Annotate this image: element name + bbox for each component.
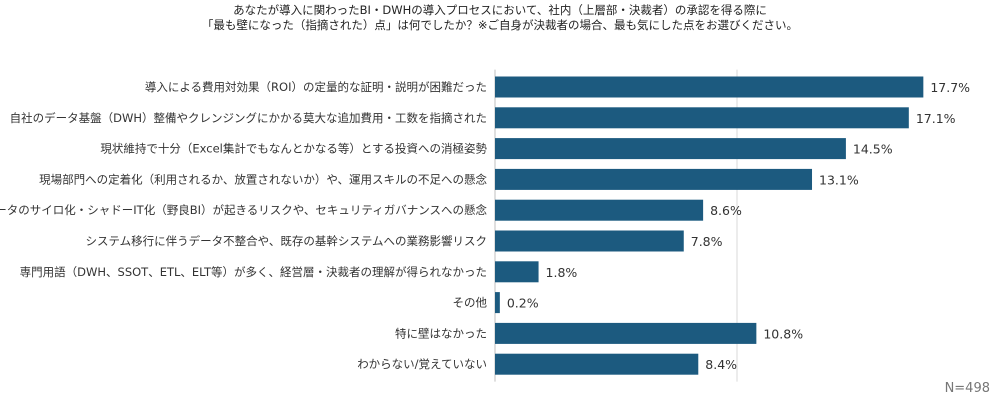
chart-title-line-2: 「最も壁になった（指摘された）点」は何でしたか？※ご自身が決裁者の場合、最も気に… [201, 18, 799, 32]
category-label: システム移行に伴うデータ不整合や、既存の基幹システムへの業務影響リスク [86, 234, 487, 248]
category-label: データのサイロ化・シャドーIT化（野良BI）が起きるリスクや、セキュリティガバナ… [0, 203, 487, 217]
category-label: 専門用語（DWH、SSOT、ETL、ELT等）が多く、経営層・決裁者の理解が得ら… [20, 265, 487, 279]
bar [495, 230, 684, 252]
category-label: 特に壁はなかった [395, 326, 487, 340]
bar [495, 76, 924, 98]
chart-title: あなたが導入に関わったBI・DWHの導入プロセスにおいて、社内（上層部・決裁者）… [0, 3, 1000, 33]
bar [495, 353, 699, 375]
bar [495, 138, 846, 160]
bar [495, 261, 539, 283]
data-label: 13.1% [819, 172, 859, 187]
bar [495, 199, 704, 221]
category-label: わからない/覚えていない [357, 357, 487, 371]
sample-size-label: N=498 [944, 381, 990, 396]
chart-title-line-1: あなたが導入に関わったBI・DWHの導入プロセスにおいて、社内（上層部・決裁者）… [233, 3, 767, 17]
data-label: 7.8% [691, 234, 723, 249]
bar [495, 168, 813, 190]
bar [495, 322, 757, 344]
data-label: 17.7% [930, 80, 970, 95]
category-label: 導入による費用対効果（ROI）の定量的な証明・説明が困難だった [145, 80, 487, 94]
bar [495, 107, 909, 129]
bar [495, 292, 500, 314]
data-label: 17.1% [916, 111, 956, 126]
data-label: 0.2% [507, 296, 539, 311]
category-label: その他 [453, 296, 488, 310]
data-label: 10.8% [763, 326, 803, 341]
data-label: 14.5% [853, 142, 893, 157]
data-label: 8.4% [705, 357, 737, 372]
category-label: 現状維持で十分（Excel集計でもなんとかなる等）とする投資への消極姿勢 [100, 142, 487, 156]
data-label: 1.8% [546, 265, 578, 280]
data-label: 8.6% [710, 203, 742, 218]
category-label: 自社のデータ基盤（DWH）整備やクレンジングにかかる莫大な追加費用・工数を指摘さ… [10, 111, 487, 125]
category-label: 現場部門への定着化（利用されるか、放置されないか）や、運用スキルの不足への懸念 [39, 172, 487, 186]
